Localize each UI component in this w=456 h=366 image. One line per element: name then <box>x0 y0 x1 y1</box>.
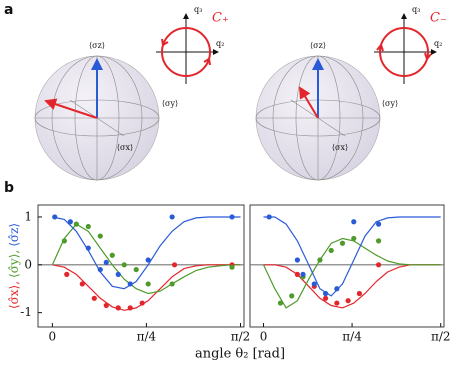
data-point <box>64 271 70 277</box>
curve-label: C₊ <box>212 11 229 26</box>
data-point <box>322 295 329 301</box>
bloch-sphere <box>255 55 381 181</box>
y-tick-label: 0 <box>24 257 32 271</box>
data-point <box>169 214 175 220</box>
data-point <box>145 281 151 287</box>
inset-axis-label: q₂ <box>434 39 442 48</box>
data-point <box>375 262 382 268</box>
curve <box>52 216 241 290</box>
curve-label: C₋ <box>430 11 447 26</box>
data-point <box>61 238 67 244</box>
x-tick-label: 0 <box>49 330 57 344</box>
data-point <box>52 214 58 220</box>
y-label-part: ⟨σ̂z⟩ <box>7 223 21 247</box>
data-point <box>97 266 103 273</box>
inset-axis-label: q₂ <box>216 39 224 48</box>
data-point <box>67 219 73 225</box>
y-tick-label: 1 <box>24 209 32 223</box>
data-point <box>139 300 145 306</box>
data-point <box>294 271 300 277</box>
inset-axis-label: q₃ <box>194 5 202 14</box>
data-point <box>169 281 175 287</box>
data-point <box>289 293 295 299</box>
data-point <box>317 257 323 263</box>
curve <box>52 264 241 311</box>
axis-label: ⟨σy⟩ <box>162 99 178 108</box>
data-point <box>300 271 306 277</box>
data-point <box>334 286 340 292</box>
y-label-part: ⟨σ̂x⟩, <box>7 281 21 309</box>
x-axis-label: angle θ₂ [rad] <box>195 347 285 362</box>
y-label-part: ⟨σ̂y⟩, <box>7 250 21 278</box>
data-point <box>133 266 139 273</box>
data-point <box>277 300 284 306</box>
plot-frame <box>37 204 245 328</box>
data-point <box>294 257 300 263</box>
curve <box>263 216 441 297</box>
x-tick-label: π/4 <box>137 330 157 344</box>
data-point <box>73 221 79 227</box>
data-point <box>171 262 178 268</box>
x-tick-label: π/4 <box>342 330 362 344</box>
data-point <box>356 290 363 297</box>
curve <box>263 264 441 309</box>
bloch-sphere <box>34 55 160 181</box>
data-point <box>266 214 272 220</box>
y-tick-label: -1 <box>20 305 32 319</box>
data-point <box>345 298 351 304</box>
data-point <box>322 290 329 297</box>
data-point <box>85 223 91 230</box>
data-point <box>103 302 109 309</box>
data-point <box>91 295 97 301</box>
axis-label: ⟨σz⟩ <box>310 41 326 50</box>
inset <box>156 13 219 84</box>
data-point <box>127 305 133 311</box>
data-point <box>85 245 91 251</box>
curve <box>51 223 241 295</box>
x-tick-label: π/2 <box>231 330 251 344</box>
inset <box>374 13 437 84</box>
data-point <box>79 281 85 287</box>
data-point <box>339 240 346 246</box>
data-point <box>311 281 317 287</box>
panel-label: b <box>4 180 14 196</box>
data-point <box>375 238 382 244</box>
data-point <box>121 262 127 268</box>
data-point <box>328 247 334 254</box>
data-point <box>109 252 115 258</box>
data-point <box>115 305 121 311</box>
data-point <box>351 235 357 242</box>
data-point <box>103 259 109 266</box>
inset-axis-label: q₃ <box>412 5 420 14</box>
x-tick-label: 0 <box>260 330 268 344</box>
data-point <box>145 257 151 263</box>
axis-label: ⟨σz⟩ <box>89 41 105 50</box>
data-point <box>375 221 382 227</box>
panel-label: a <box>4 2 13 18</box>
axis-label: ⟨σy⟩ <box>382 99 398 108</box>
data-point <box>127 281 133 287</box>
data-point <box>334 300 340 306</box>
axis-label: ⟨σx⟩ <box>117 143 133 152</box>
axis-label: ⟨σx⟩ <box>332 143 348 152</box>
data-point <box>351 219 357 225</box>
plot-frame <box>249 204 445 328</box>
data-point <box>97 233 103 239</box>
data-point <box>229 264 235 270</box>
x-tick-label: π/2 <box>431 330 451 344</box>
data-point <box>229 214 235 220</box>
data-point <box>115 271 121 277</box>
y-axis-label: ⟨σ̂x⟩, ⟨σ̂y⟩, ⟨σ̂z⟩ <box>7 223 21 309</box>
